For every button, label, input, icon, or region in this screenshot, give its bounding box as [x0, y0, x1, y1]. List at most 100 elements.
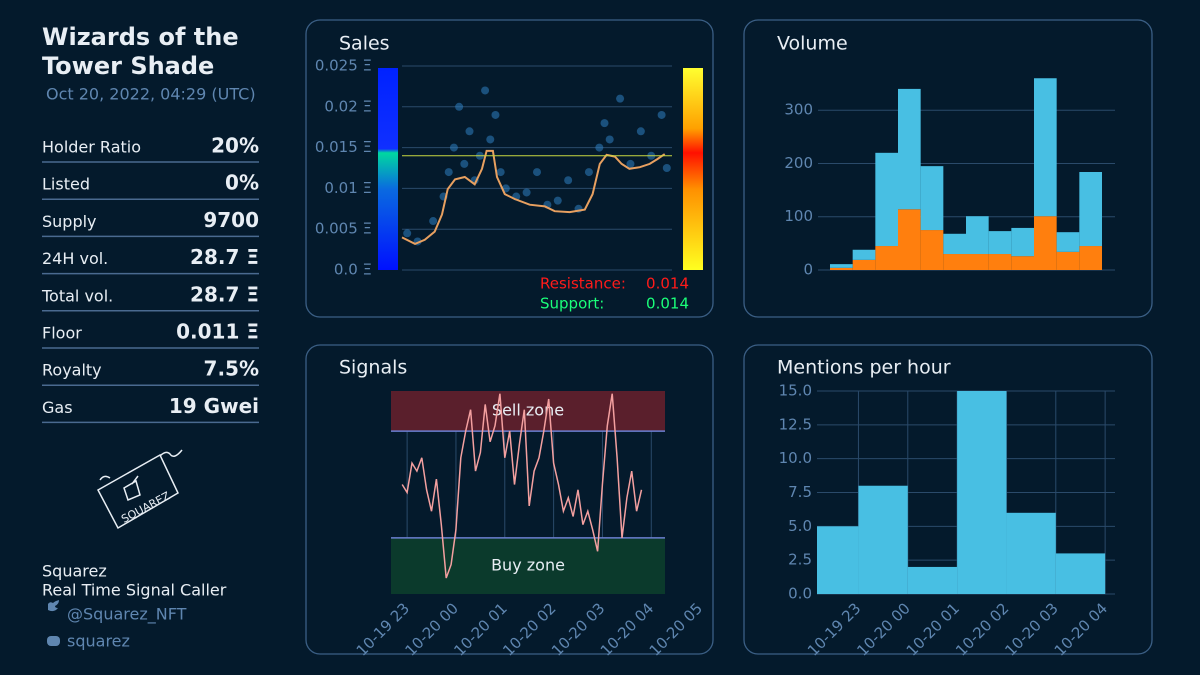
panel	[305, 344, 714, 655]
volume-bar	[1011, 227, 1034, 257]
y-tick-label: 0.015 Ξ	[315, 138, 372, 156]
chart-title: Volume	[777, 33, 848, 55]
sale-point	[496, 168, 505, 177]
stat-value: 9700	[203, 208, 259, 232]
sale-point	[522, 188, 531, 197]
sale-point	[481, 86, 490, 95]
title: Tower Shade	[42, 52, 214, 80]
volume-bar	[1056, 251, 1080, 270]
stats: Holder Ratio 20% Listed 0% Supply 9700 24H vol…	[41, 134, 259, 424]
histogram-bar	[1006, 512, 1056, 594]
title: Wizards of the	[42, 23, 239, 51]
sale-point	[455, 102, 464, 111]
sale-point	[662, 164, 671, 172]
stat-value: 7.5%	[204, 357, 259, 381]
y-tick-label: 0.0 Ξ	[334, 261, 372, 279]
sale-point	[403, 229, 412, 238]
annotation-label: Resistance:	[540, 275, 626, 293]
annotation-value: 0.014	[646, 275, 689, 293]
discord-icon	[47, 636, 60, 646]
annotation-label: Support:	[540, 295, 604, 313]
y-tick-label: 0.0	[788, 585, 812, 603]
sale-point	[553, 196, 562, 205]
logo-sketch	[96, 453, 179, 530]
panel	[743, 344, 1153, 655]
volume-profile	[378, 68, 398, 270]
volume-bar	[852, 259, 876, 270]
sale-point	[491, 110, 500, 119]
y-tick-label: 12.5	[779, 415, 812, 433]
volume-bar	[1034, 216, 1057, 270]
volume-bar	[966, 254, 989, 270]
sale-point	[600, 119, 609, 128]
chart-title: Mentions per hour	[777, 357, 951, 379]
y-tick-label: 0.025 Ξ	[315, 57, 372, 75]
volume-bar	[1079, 171, 1102, 247]
panel	[743, 19, 1153, 318]
sale-point	[564, 176, 573, 185]
date: Oct 20, 2022, 04:29 (UTC)	[46, 85, 256, 104]
volume-bar	[988, 231, 1012, 255]
zone-label: Sell zone	[492, 401, 564, 420]
volume-bar	[1079, 246, 1102, 270]
histogram-bar	[858, 485, 908, 594]
stat-value: 0%	[225, 171, 259, 195]
volume-bar	[966, 216, 989, 255]
histogram-bar	[907, 566, 958, 594]
sale-point	[605, 135, 614, 144]
y-tick-label: 0.005 Ξ	[315, 220, 372, 238]
y-tick-label: 5.0	[788, 517, 812, 535]
sale-point	[584, 168, 593, 177]
stat-label: Listed	[42, 175, 90, 194]
y-tick-label: 7.5	[788, 483, 812, 501]
y-tick-label: 0.01 Ξ	[324, 179, 372, 197]
volume-bar	[920, 230, 944, 270]
volume-bar	[1011, 256, 1034, 270]
twitter-icon	[48, 600, 59, 612]
sale-point	[595, 143, 604, 152]
zone-label: Buy zone	[491, 555, 565, 574]
signal-line	[401, 393, 643, 579]
y-tick-label: 0	[803, 261, 813, 279]
sale-point	[616, 94, 625, 103]
y-tick-label: 15.0	[779, 382, 812, 400]
sale-point	[636, 127, 645, 136]
y-tick-label: 300	[784, 101, 813, 119]
sale-point	[460, 159, 469, 168]
volume-bar	[830, 264, 853, 268]
sale-point	[533, 168, 541, 177]
volume-bar	[898, 209, 921, 270]
volume-bar	[898, 88, 921, 210]
sale-point	[486, 135, 495, 144]
discord-link[interactable]: squarez	[67, 632, 130, 651]
histogram-bar	[1055, 553, 1106, 594]
sale-point	[657, 110, 666, 119]
zone	[391, 391, 665, 432]
volume-bar	[920, 166, 944, 231]
chart-title: Signals	[339, 357, 407, 379]
volume-bar	[830, 267, 853, 270]
stat-label: Holder Ratio	[42, 138, 141, 157]
volume-bar	[1034, 78, 1057, 217]
stat-label: 24H vol.	[42, 249, 108, 268]
volume-bar	[852, 249, 876, 260]
histogram-bar	[957, 391, 1007, 594]
y-tick-label: 10.0	[779, 449, 812, 467]
sale-point	[465, 127, 474, 136]
volume-bar	[988, 254, 1012, 270]
name: Squarez	[42, 562, 107, 581]
logo	[96, 449, 183, 530]
twitter-link[interactable]: @Squarez_NFT	[67, 605, 187, 625]
zone	[391, 537, 665, 594]
volume-bar	[875, 152, 898, 247]
y-tick-label: 2.5	[788, 551, 812, 569]
stat-value: 0.011 Ξ	[176, 320, 259, 344]
stat-value: 28.7 Ξ	[190, 282, 259, 306]
logo-sketch	[159, 449, 183, 457]
panel	[305, 19, 714, 318]
sale-point	[626, 159, 635, 168]
logo-sketch	[99, 475, 111, 481]
stat-label: Gas	[42, 398, 73, 417]
stat-value: 19 Gwei	[169, 394, 259, 418]
